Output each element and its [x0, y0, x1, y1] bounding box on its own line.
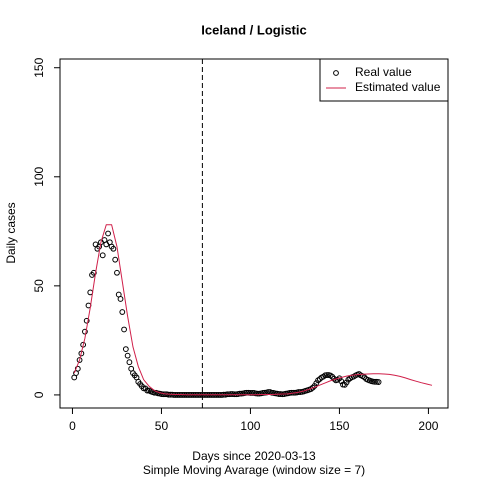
data-point: [309, 384, 316, 391]
legend-label: Real value: [355, 65, 412, 79]
data-point: [110, 245, 117, 252]
y-tick-label: 150: [32, 57, 46, 77]
legend-swatch: [333, 70, 339, 76]
data-point: [227, 391, 234, 397]
data-point: [254, 390, 261, 397]
data-point: [83, 317, 90, 324]
data-point: [126, 359, 133, 366]
data-point: [119, 309, 126, 315]
plot-box: [59, 58, 449, 409]
data-point: [144, 387, 151, 394]
y-axis-label: Daily cases: [4, 202, 18, 263]
data-point: [82, 328, 88, 335]
data-point: [236, 390, 243, 397]
x-tick-label: 200: [418, 419, 438, 433]
chart-title: Iceland / Logistic: [201, 22, 306, 37]
x-axis-sublabel: Simple Moving Avarage (window size = 7): [143, 463, 365, 477]
x-tick-label: 0: [69, 419, 76, 433]
x-tick-label: 100: [240, 419, 260, 433]
estimated-line: [73, 224, 433, 396]
data-point: [99, 252, 106, 259]
data-point: [114, 269, 120, 276]
data-point: [105, 230, 111, 237]
y-tick-label: 50: [32, 279, 46, 293]
legend-box: [319, 58, 449, 102]
data-point: [372, 378, 378, 385]
data-point: [76, 357, 83, 363]
data-point: [313, 380, 320, 387]
data-point: [121, 326, 127, 333]
data-point: [90, 269, 97, 276]
data-point: [117, 296, 124, 302]
data-point: [112, 256, 119, 263]
data-point: [324, 372, 330, 378]
x-tick-label: 150: [329, 419, 349, 433]
x-tick-label: 50: [155, 419, 169, 433]
data-point: [249, 390, 256, 396]
data-point: [122, 346, 129, 353]
data-point: [343, 379, 350, 386]
y-tick-label: 0: [32, 391, 46, 398]
data-point: [247, 390, 254, 396]
data-point: [124, 352, 131, 359]
legend-label: Estimated value: [355, 80, 441, 94]
data-point: [375, 379, 382, 385]
y-tick-label: 100: [32, 166, 46, 186]
x-axis-label: Days since 2020-03-13: [192, 449, 316, 463]
data-point: [74, 365, 81, 372]
